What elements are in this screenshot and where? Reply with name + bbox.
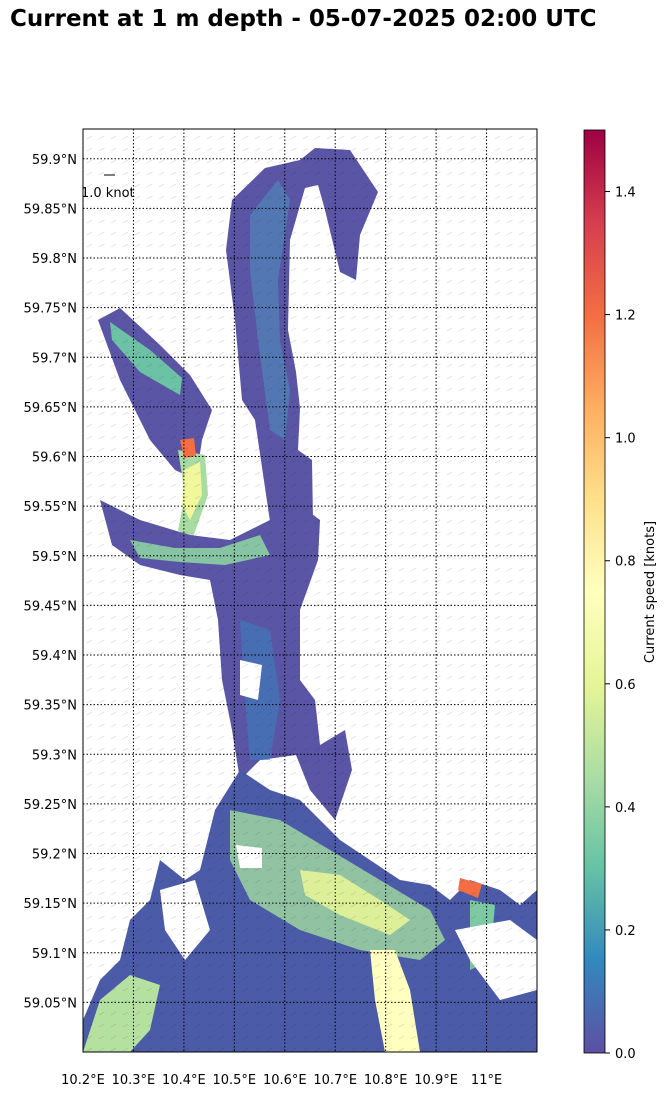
x-tick-label: 10.7°E [313,1073,357,1088]
y-tick-label: 59.2°N [32,848,77,863]
colorbar-tick-label: 1.0 [615,432,636,447]
x-tick-label: 10.6°E [263,1073,307,1088]
y-tick-label: 59.25°N [24,798,77,813]
colorbar-tick-label: 0.2 [615,924,636,939]
x-tick-label: 10.2°E [61,1073,105,1088]
y-tick-label: 59.4°N [32,649,77,664]
y-tick-label: 59.9°N [32,153,77,168]
y-tick-label: 59.15°N [24,897,77,912]
y-tick-label: 59.45°N [24,599,77,614]
x-tick-label: 10.9°E [414,1073,458,1088]
y-tick-label: 59.8°N [32,252,77,267]
colorbar-label: Current speed [knots] [643,521,658,663]
x-tick-label: 10.3°E [112,1073,156,1088]
y-tick-label: 59.7°N [32,351,77,366]
colorbar-tick-label: 1.4 [615,186,636,201]
colorbar-tick-label: 1.2 [615,309,636,324]
y-tick-label: 59.85°N [24,202,77,217]
colorbar-bar [583,129,606,1054]
y-tick-label: 59.05°N [24,996,77,1011]
y-tick-label: 59.75°N [24,302,77,317]
y-tick-label: 59.35°N [24,699,77,714]
x-tick-label: 11°E [471,1073,502,1088]
grid [82,129,537,1052]
colorbar-tick-label: 0.4 [615,801,636,816]
reference-vector: 1.0 knot [81,174,135,201]
colorbar-tick-label: 0.8 [615,555,636,570]
y-tick-label: 59.6°N [32,451,77,466]
current-speed-field [83,129,537,1052]
colorbar-tick-label: 0.6 [615,678,636,693]
colorbar-ticks: 0.0 0.2 0.4 0.6 0.8 1.0 1.2 1.4 [605,186,636,1062]
y-tick-label: 59.1°N [32,947,77,962]
y-tick-label: 59.65°N [24,401,77,416]
reference-vector-label: 1.0 knot [81,186,135,201]
y-tick-label: 59.55°N [24,500,77,515]
y-tick-label: 59.3°N [32,748,77,763]
colorbar: 0.0 0.2 0.4 0.6 0.8 1.0 1.2 1.4 Current speed [… [583,129,658,1062]
x-axis: 10.2°E 10.3°E 10.4°E 10.5°E 10.6°E 10.7°E 10.8… [61,1073,502,1088]
y-tick-label: 59.5°N [32,550,77,565]
plot-frame [82,128,538,1053]
x-tick-label: 10.4°E [162,1073,206,1088]
y-axis: 59.05°N 59.1°N 59.15°N 59.2°N 59.25°N 59.3°N 5… [24,153,77,1012]
chart-title: Current at 1 m depth - 05-07-2025 02:00 … [10,6,597,32]
x-tick-label: 10.5°E [212,1073,256,1088]
x-tick-label: 10.8°E [364,1073,408,1088]
colorbar-tick-label: 0.0 [615,1047,636,1062]
